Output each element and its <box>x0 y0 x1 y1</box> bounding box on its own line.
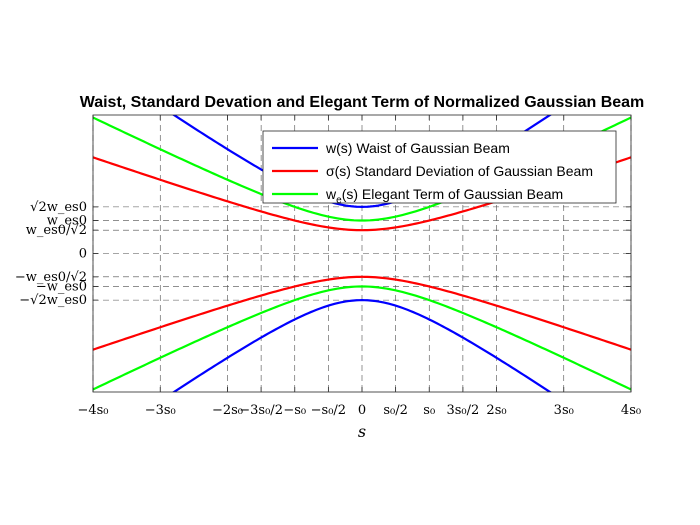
series-line-0-lower <box>171 299 553 392</box>
x-tick-label: s₀ <box>423 403 435 418</box>
legend-entry-1: σ(s) Standard Deviation of Gaussian Beam <box>326 163 593 179</box>
x-tick-label: −3s₀ <box>145 403 176 418</box>
legend-entry-0: w(s) Waist of Gaussian Beam <box>325 140 510 156</box>
plot-area: −4s₀ −3s₀ −2s₀−3s₀/2 −s₀ −s₀/2 0 s₀/2 s₀ 3s₀/2 2s… <box>15 114 641 418</box>
series-line-1-lower <box>93 275 631 351</box>
x-tick-label: −s₀ <box>283 403 306 418</box>
x-tick-label: −3s₀/2 <box>239 403 283 418</box>
x-tick-label: 3s₀ <box>554 403 574 418</box>
x-tick-label: s₀/2 <box>383 403 408 418</box>
legend-entry-2: we(s) Elegant Term of Gaussian Beam <box>325 186 563 206</box>
x-tick-label: 2s₀ <box>486 403 506 418</box>
x-tick-label: 3s₀/2 <box>446 403 479 418</box>
x-tick-label: 4s₀ <box>621 403 641 418</box>
x-tick-label: 0 <box>358 403 366 418</box>
series-line-2-lower <box>93 285 631 391</box>
y-tick-label: 0 <box>79 247 87 262</box>
y-axis-ticks: −√2w_es0−w_es0−w_es0/√2 0 w_es0/√2w_es0√2w… <box>15 200 631 308</box>
x-axis-label: s <box>358 422 366 441</box>
y-tick-label: w_es0/√2 <box>26 223 87 238</box>
legend: w(s) Waist of Gaussian Beam σ(s) Standard… <box>262 130 617 206</box>
chart-title: Waist, Standard Devation and Elegant Ter… <box>80 94 645 111</box>
x-tick-label: −2s₀ <box>212 403 243 418</box>
y-tick-label: w_es0 <box>47 214 87 229</box>
legend-box <box>262 130 617 204</box>
x-tick-label: −s₀/2 <box>311 403 346 418</box>
series-line-0-upper <box>171 115 553 208</box>
x-tick-label: −4s₀ <box>77 403 108 418</box>
y-tick-label: −w_es0 <box>36 279 87 294</box>
y-tick-label: √2w_es0 <box>30 200 87 215</box>
y-tick-label: −w_es0/√2 <box>15 270 87 285</box>
x-axis-ticks: −4s₀ −3s₀ −2s₀−3s₀/2 −s₀ −s₀/2 0 s₀/2 s₀ 3s₀/2 2s… <box>77 115 641 418</box>
y-tick-label: −√2w_es0 <box>19 293 87 308</box>
